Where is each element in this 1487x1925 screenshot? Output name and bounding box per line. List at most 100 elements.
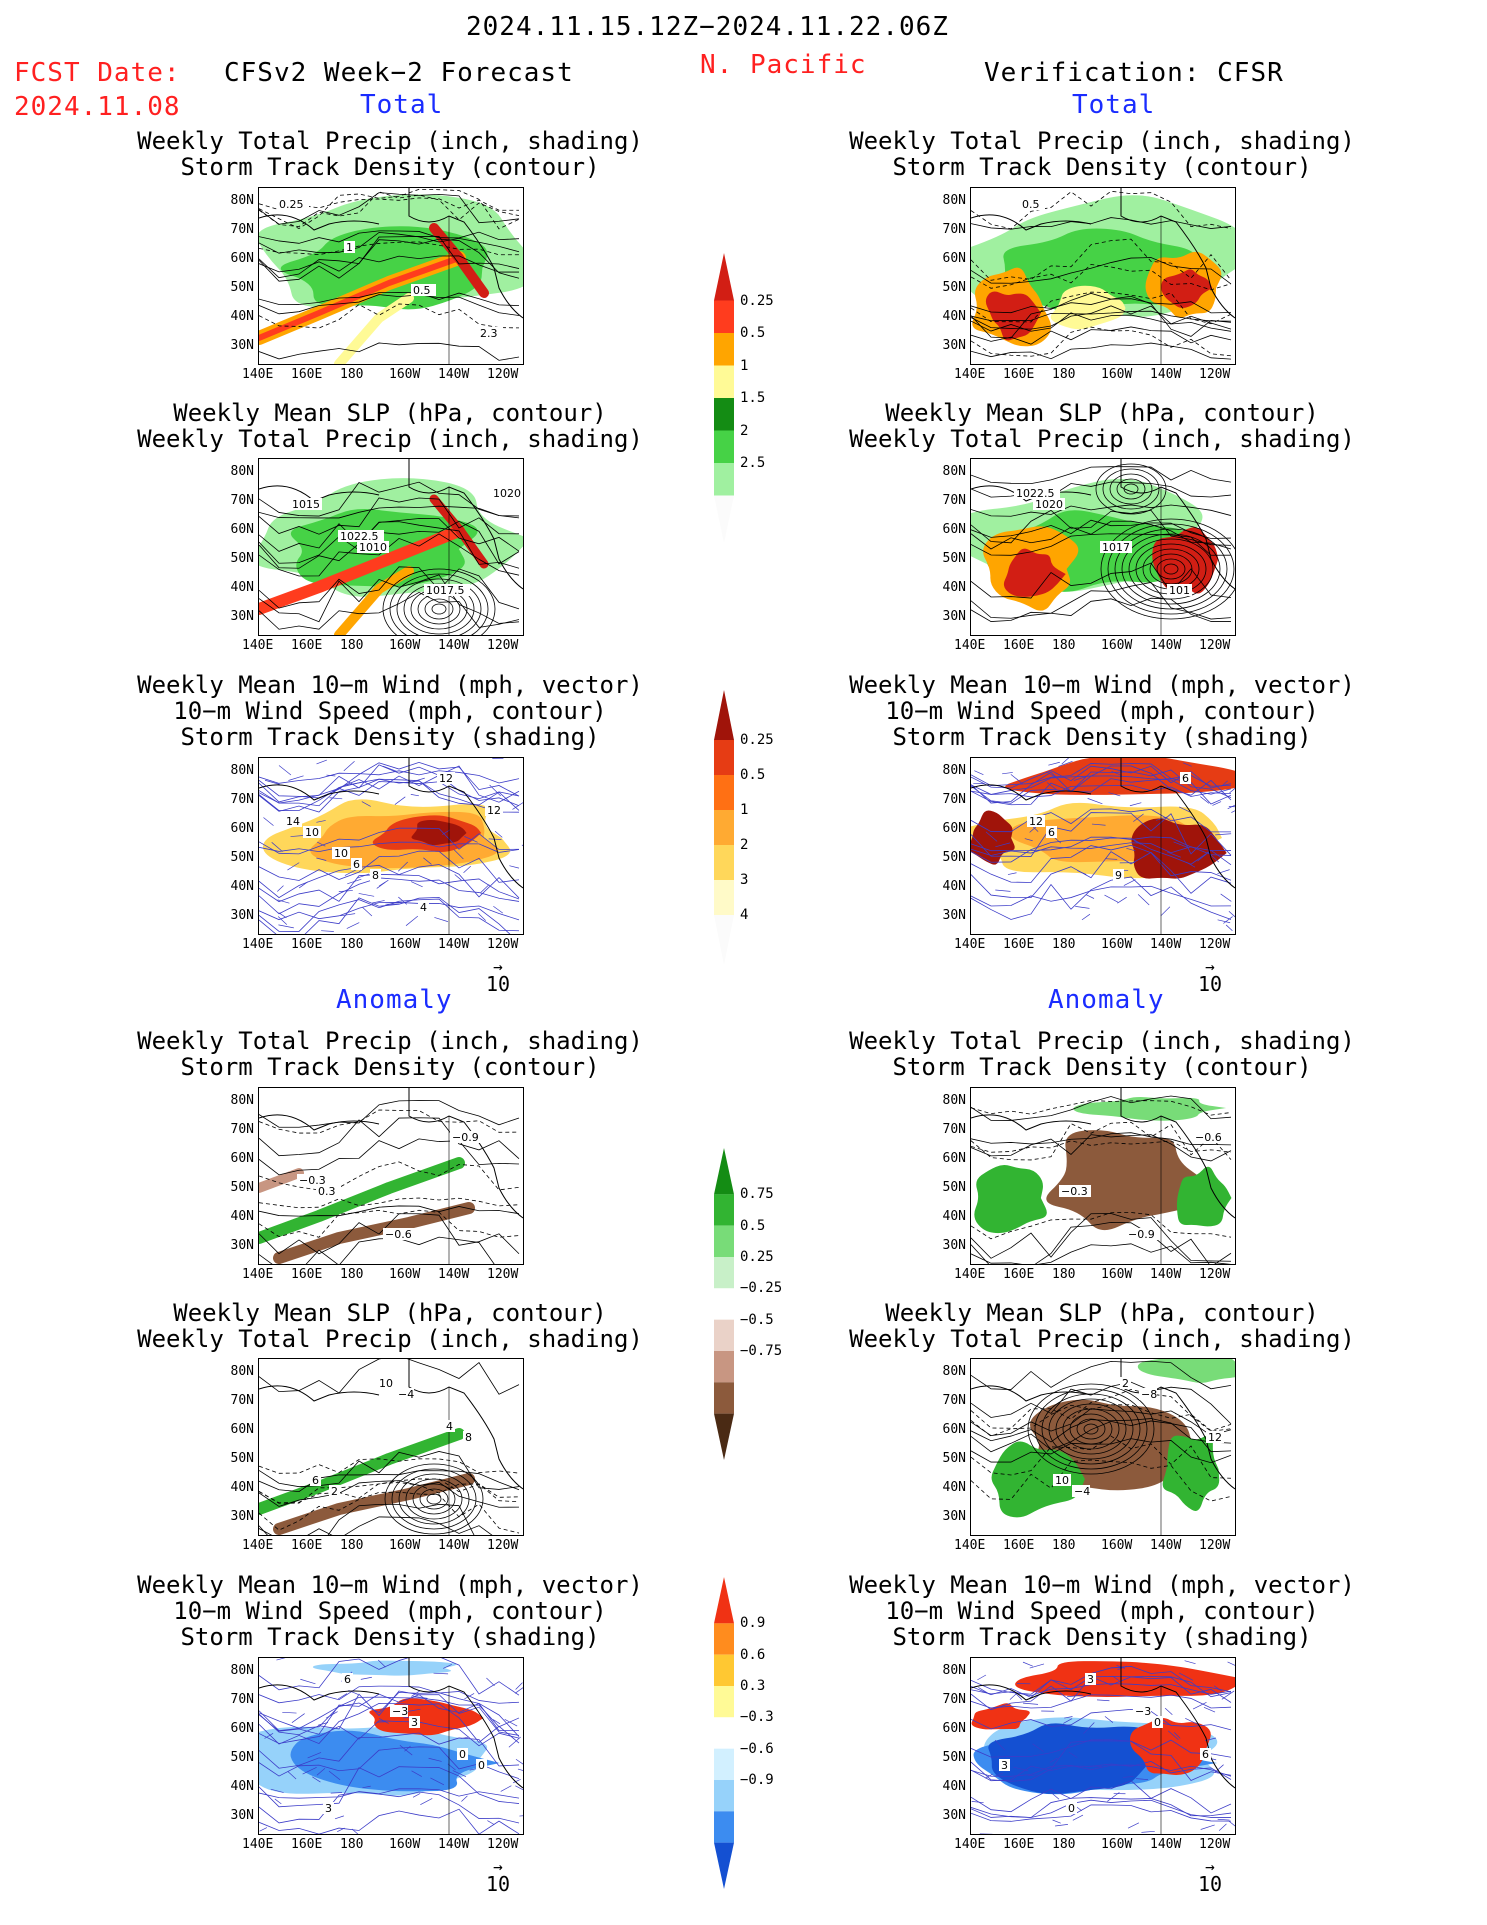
wind-vector <box>334 1815 344 1820</box>
lon-tick-label: 140W <box>438 1538 470 1553</box>
slp-contour <box>1027 1383 1155 1475</box>
wind-vector <box>1214 1764 1224 1773</box>
wind-vector <box>1064 1716 1073 1719</box>
lat-tick-label: 40N <box>942 1779 966 1794</box>
contour-label: −4 <box>1074 1485 1090 1498</box>
slp-contour <box>971 504 1232 517</box>
speed-contour <box>971 1764 1232 1777</box>
coastline <box>408 188 523 319</box>
slp-contour <box>259 1359 520 1395</box>
map-panel-fc-total-wind: 10 8 12 14 6 4 12 10 <box>258 757 524 935</box>
lat-tick-label: 80N <box>230 1663 254 1678</box>
wind-vector <box>411 1690 421 1697</box>
speed-contour <box>259 1658 520 1696</box>
wind-vector <box>1007 872 1017 875</box>
speed-contour <box>259 864 520 899</box>
wind-vector <box>1108 792 1121 797</box>
lon-tick-label: 180 <box>340 1837 364 1852</box>
colorbar-segment <box>714 1577 734 1624</box>
track-contour <box>971 312 1232 332</box>
contour-label-bg <box>1072 1485 1090 1497</box>
speed-contour <box>971 1760 1232 1782</box>
speed-contour <box>971 1780 1232 1814</box>
wind-vector <box>1212 801 1222 806</box>
lat-tick-label: 60N <box>230 251 254 266</box>
lon-tick-label: 180 <box>1052 1538 1076 1553</box>
contour-label: 8 <box>465 1431 472 1444</box>
colorbar-label: 0.3 <box>740 1678 766 1694</box>
lat-tick-label: 70N <box>942 1122 966 1137</box>
wind-vector <box>514 1687 523 1694</box>
colorbar-label: 2 <box>740 422 749 439</box>
contour-label: 2 <box>331 1485 338 1498</box>
colorbar-segment <box>714 740 734 775</box>
lat-tick-label: 40N <box>942 879 966 894</box>
contour-label-bg <box>284 815 302 827</box>
lon-tick-label: 120W <box>1199 1538 1231 1553</box>
lon-tick-label: 120W <box>1199 367 1231 382</box>
left-column-title: CFSv2 Week−2 Forecast <box>224 58 574 88</box>
wind-vector <box>329 797 343 800</box>
lon-tick-label: 180 <box>340 937 364 952</box>
contour-label: 1020 <box>1035 498 1063 511</box>
lat-tick-label: 60N <box>942 251 966 266</box>
speed-contour <box>971 836 1232 852</box>
contour-label: −0.9 <box>1128 1228 1155 1241</box>
track-contour <box>971 1095 1232 1121</box>
contour-label: 0.3 <box>318 1185 336 1198</box>
coastline <box>408 758 523 889</box>
track-contour <box>971 1132 1232 1146</box>
track-contour <box>971 1099 1232 1116</box>
wind-vector <box>300 1678 316 1685</box>
slp-contour <box>1083 1423 1099 1435</box>
wind-vector <box>1013 1691 1023 1701</box>
colorbar-segment <box>714 845 734 880</box>
wind-vector <box>316 857 327 861</box>
coastline <box>1120 1658 1235 1789</box>
contour-label-bg <box>290 498 322 510</box>
colorbar-segment <box>714 398 734 431</box>
colorbar-segment <box>714 1811 734 1843</box>
lat-tick-label: 70N <box>230 1393 254 1408</box>
anom-shade <box>974 1165 1047 1234</box>
precip-band <box>259 525 465 615</box>
wind-vector <box>361 801 371 807</box>
wind-vector <box>974 770 984 775</box>
colorbar-label: 2 <box>740 837 749 853</box>
speed-contour <box>971 1804 1232 1822</box>
speed-contour <box>259 877 520 915</box>
coastline <box>1120 758 1235 889</box>
track-contour <box>971 238 1232 281</box>
speed-contour <box>259 1732 520 1769</box>
wind-vector <box>515 1785 523 1791</box>
speed-contour <box>259 1808 520 1834</box>
speed-contour <box>259 778 520 811</box>
vector-reference: → 10 <box>485 1857 511 1897</box>
slp-contour <box>259 1470 520 1493</box>
date-range: 2024.11.15.12Z−2024.11.22.06Z <box>466 12 949 42</box>
wind-vector <box>307 1752 322 1759</box>
contour-label-bg <box>303 826 321 838</box>
track-contour <box>259 1117 520 1160</box>
wind-vector <box>287 862 300 871</box>
wind-vector <box>1186 861 1196 868</box>
colorbar-label: 1 <box>740 802 749 818</box>
lat-tick-label: 80N <box>230 193 254 208</box>
contour-label-bg <box>1180 772 1191 784</box>
track-contour <box>259 1209 520 1238</box>
contour-label: 1 <box>346 241 353 254</box>
speed-contour <box>259 896 511 934</box>
track-contour <box>971 326 1232 345</box>
wind-vector <box>1067 1694 1083 1698</box>
wind-vector <box>291 1713 305 1723</box>
lat-tick-label: 30N <box>230 1509 254 1524</box>
track-contour <box>971 1222 1232 1264</box>
wind-vector <box>1123 879 1136 886</box>
track-contour <box>971 1140 1232 1153</box>
wind-vector <box>504 1719 518 1727</box>
contour-label-bg <box>476 1759 487 1771</box>
lat-tick-label: 60N <box>942 1721 966 1736</box>
colorbar-label: 2.5 <box>740 455 766 471</box>
lon-tick-label: 140E <box>954 937 986 952</box>
colorbar-label: 4 <box>740 907 749 923</box>
